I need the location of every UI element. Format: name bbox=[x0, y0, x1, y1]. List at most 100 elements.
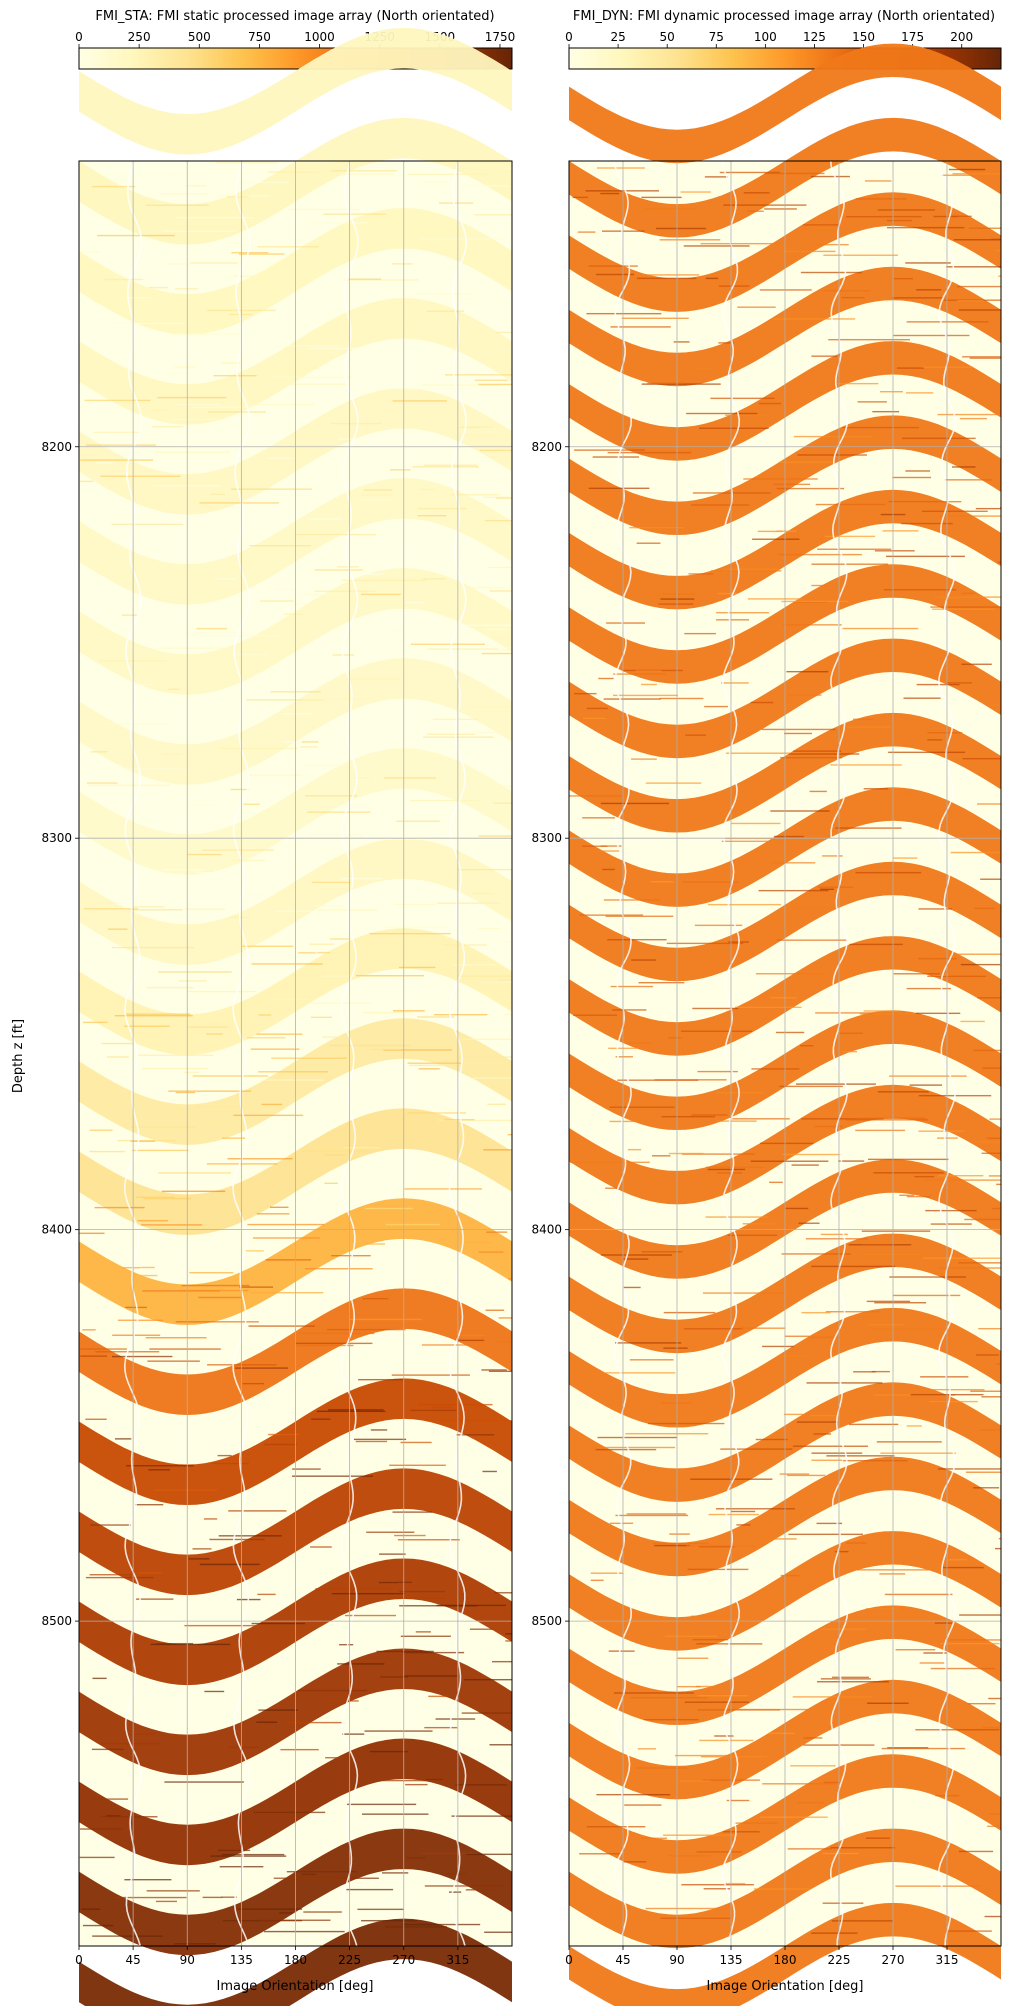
image-texture bbox=[194, 1105, 242, 1108]
image-texture bbox=[714, 1735, 734, 1737]
image-texture bbox=[279, 1912, 293, 1914]
image-texture bbox=[287, 208, 359, 211]
image-texture bbox=[871, 1370, 890, 1373]
image-texture bbox=[877, 1091, 929, 1093]
image-texture bbox=[855, 198, 907, 200]
image-texture bbox=[263, 1930, 345, 1933]
x-tick-label: 315 bbox=[936, 1953, 959, 1967]
image-texture bbox=[636, 542, 661, 544]
image-texture bbox=[90, 751, 108, 753]
image-texture bbox=[988, 1175, 1001, 1177]
image-texture bbox=[817, 1681, 889, 1683]
image-texture bbox=[92, 1677, 107, 1680]
image-texture bbox=[641, 383, 721, 385]
image-texture bbox=[337, 1663, 385, 1665]
image-texture bbox=[85, 1576, 154, 1579]
image-texture bbox=[391, 263, 413, 265]
image-texture bbox=[427, 733, 476, 735]
image-texture bbox=[980, 878, 1001, 880]
image-texture bbox=[684, 632, 716, 635]
colorbar-tick-label: 1000 bbox=[304, 30, 335, 44]
image-texture bbox=[887, 1747, 929, 1749]
image-texture bbox=[968, 227, 1001, 229]
image-texture bbox=[997, 561, 1001, 564]
image-texture bbox=[691, 1114, 728, 1116]
image-texture bbox=[366, 1531, 415, 1533]
image-texture bbox=[248, 1325, 315, 1327]
y-tick-label: 8400 bbox=[41, 1223, 72, 1237]
image-texture bbox=[316, 1410, 386, 1413]
image-texture bbox=[175, 217, 254, 219]
image-texture bbox=[86, 444, 156, 446]
image-texture bbox=[600, 192, 620, 195]
image-texture bbox=[88, 784, 171, 786]
image-texture bbox=[507, 1133, 512, 1136]
y-tick-label: 8300 bbox=[531, 831, 562, 845]
image-texture bbox=[958, 309, 1001, 311]
image-texture bbox=[934, 1622, 953, 1624]
image-texture bbox=[882, 530, 919, 532]
image-texture bbox=[888, 751, 966, 754]
image-texture bbox=[112, 1334, 161, 1336]
image-texture bbox=[881, 1747, 966, 1750]
image-texture bbox=[786, 670, 829, 673]
image-texture bbox=[721, 682, 749, 684]
image-texture bbox=[271, 1057, 347, 1059]
image-texture bbox=[130, 1126, 196, 1128]
image-texture bbox=[905, 262, 951, 264]
image-texture bbox=[357, 1908, 404, 1911]
image-texture bbox=[385, 1926, 447, 1928]
image-texture bbox=[930, 1667, 995, 1670]
image-texture bbox=[579, 1853, 622, 1855]
image-texture bbox=[776, 530, 797, 532]
image-texture bbox=[266, 457, 296, 459]
image-texture bbox=[783, 1413, 807, 1416]
image-texture bbox=[814, 1125, 843, 1128]
image-texture bbox=[382, 1872, 409, 1874]
image-texture bbox=[104, 278, 144, 281]
image-texture bbox=[960, 1020, 985, 1023]
image-texture bbox=[727, 1234, 778, 1237]
image-texture bbox=[962, 592, 975, 594]
image-texture bbox=[488, 1370, 512, 1372]
image-texture bbox=[762, 1345, 794, 1348]
image-texture bbox=[190, 262, 239, 264]
image-texture bbox=[364, 1730, 433, 1732]
image-texture bbox=[603, 698, 661, 700]
image-texture bbox=[656, 227, 707, 230]
image-texture bbox=[407, 1112, 467, 1114]
image-texture bbox=[382, 1779, 452, 1782]
image-texture bbox=[387, 308, 455, 311]
image-texture bbox=[461, 586, 508, 589]
image-texture bbox=[501, 940, 512, 943]
image-texture bbox=[583, 717, 606, 720]
image-texture bbox=[692, 1638, 729, 1641]
image-texture bbox=[784, 732, 812, 735]
image-texture bbox=[461, 185, 510, 187]
image-texture bbox=[987, 1137, 1001, 1140]
image-texture bbox=[690, 1615, 735, 1617]
image-texture bbox=[817, 548, 892, 550]
image-texture bbox=[360, 593, 401, 596]
image-texture bbox=[996, 1183, 1001, 1186]
image-texture bbox=[201, 870, 214, 873]
image-texture bbox=[355, 974, 424, 977]
image-texture bbox=[874, 550, 915, 552]
x-tick-label: 180 bbox=[284, 1953, 307, 1967]
image-texture bbox=[227, 1158, 293, 1160]
image-texture bbox=[992, 1207, 1001, 1210]
image-texture bbox=[95, 462, 114, 464]
image-texture bbox=[304, 594, 359, 596]
image-texture bbox=[378, 1581, 398, 1584]
image-texture bbox=[609, 1106, 675, 1108]
image-texture bbox=[275, 588, 294, 591]
image-texture bbox=[149, 1348, 221, 1350]
image-texture bbox=[497, 979, 512, 981]
image-texture bbox=[108, 928, 128, 930]
image-texture bbox=[596, 273, 635, 276]
image-texture bbox=[708, 903, 782, 906]
image-texture bbox=[494, 1341, 512, 1343]
image-texture bbox=[321, 1036, 343, 1038]
x-tick-label: 270 bbox=[882, 1953, 905, 1967]
image-texture bbox=[283, 741, 305, 743]
